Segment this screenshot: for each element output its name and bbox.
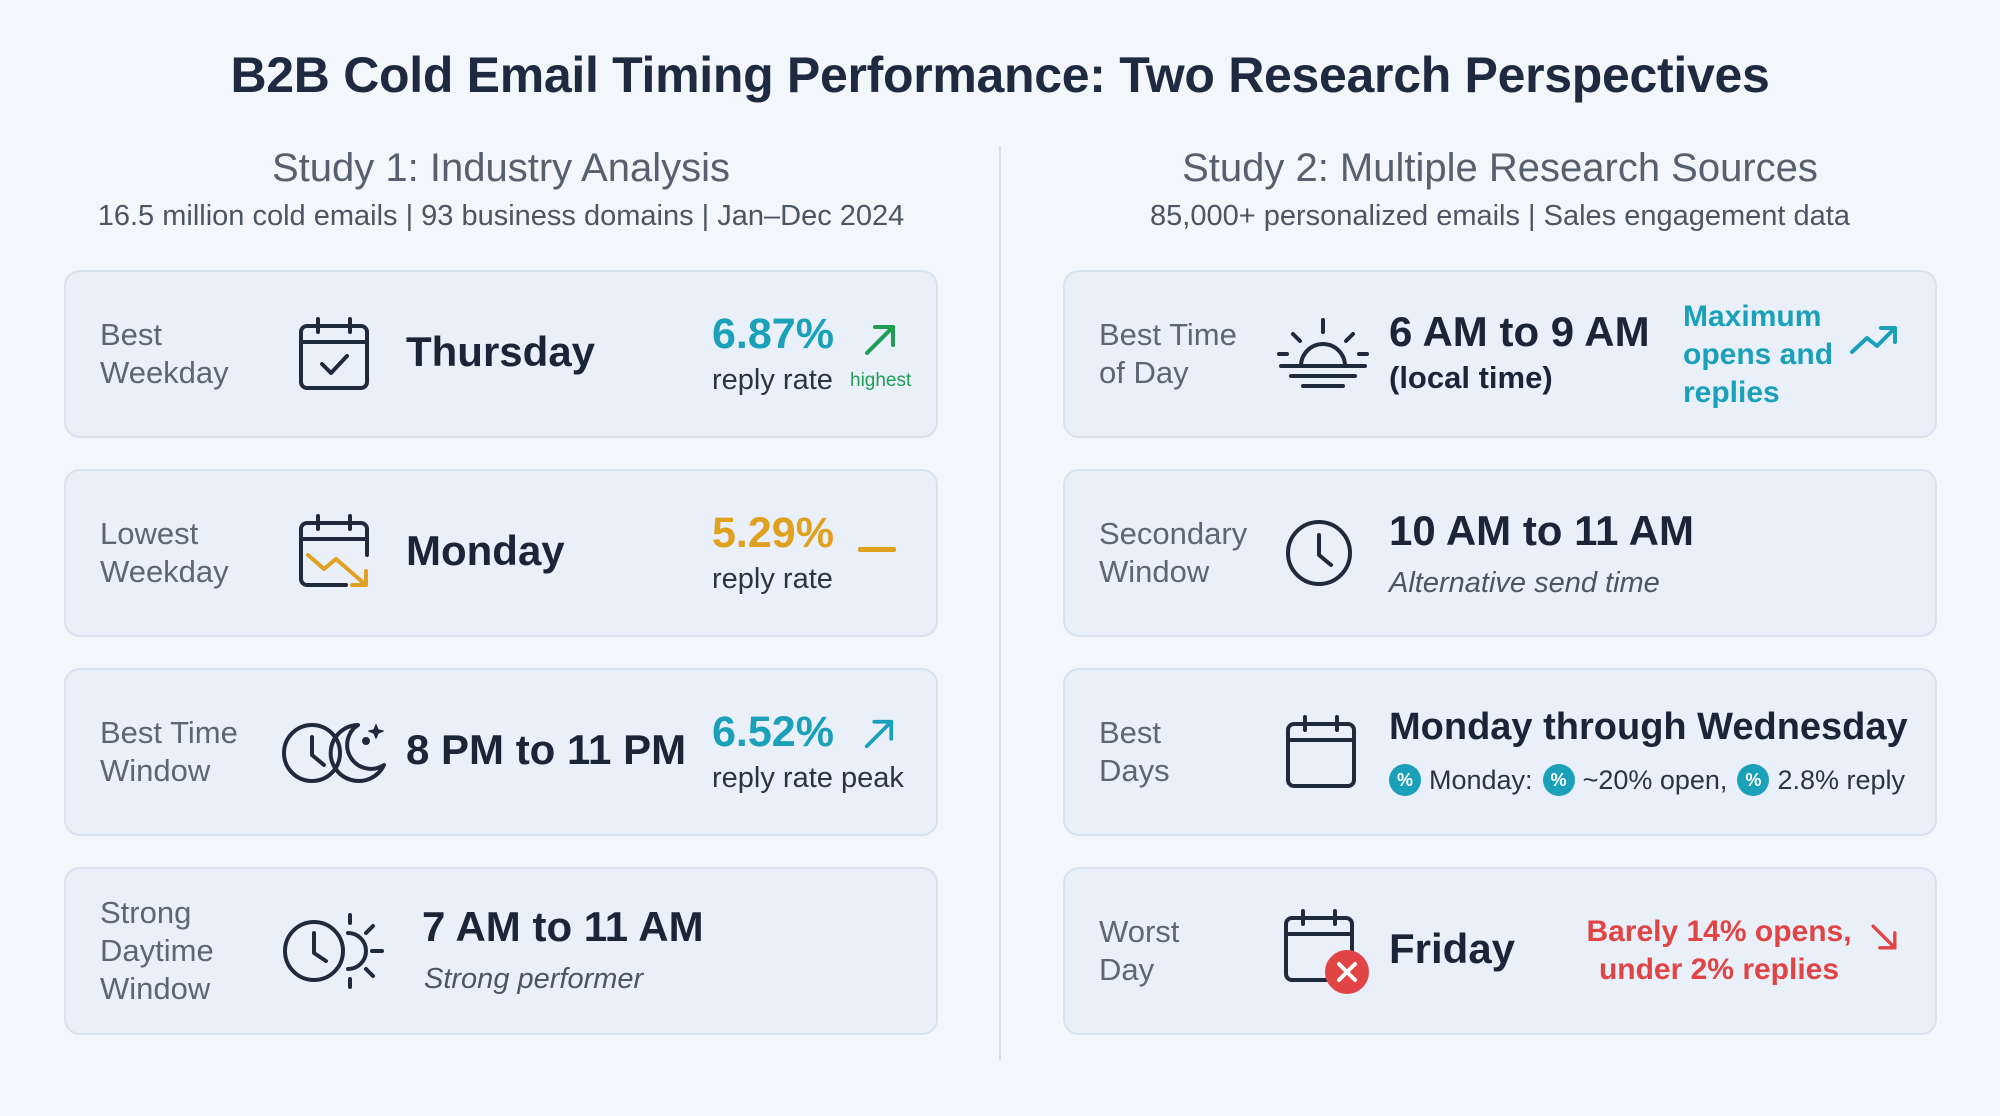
card-label: Best Days xyxy=(1099,715,1170,788)
calendar-icon xyxy=(1283,714,1359,790)
card-value: 10 AM to 11 AM xyxy=(1389,507,1694,554)
card-label: Lowest Weekday xyxy=(100,516,229,589)
study1-card-lowest-weekday: Lowest Weekday Monday 5.29% reply rate xyxy=(64,469,938,637)
badge-text: ~20% open, xyxy=(1582,764,1728,795)
study2-card-best-days: Best Days Monday through Wednesday % Mon… xyxy=(1063,668,1937,836)
study1-card-best-weekday: Best Weekday Thursday 6.87% reply rate h… xyxy=(64,270,938,438)
page-title: B2B Cold Email Timing Performance: Two R… xyxy=(230,47,1770,103)
study2-subtitle: 85,000+ personalized emails | Sales enga… xyxy=(1150,200,1850,232)
calendar-trend-down-icon xyxy=(296,513,376,593)
card-percent: 6.52% xyxy=(712,708,834,756)
card-subtext: Strong performer xyxy=(424,963,644,995)
card-label: Secondary Window xyxy=(1099,516,1248,589)
card-percent-label: reply rate xyxy=(712,364,833,396)
badge-row: % Monday: % ~20% open, % 2.8% reply xyxy=(1389,764,1915,796)
calendar-x-icon xyxy=(1281,908,1371,994)
card-value: Friday xyxy=(1389,925,1516,972)
card-note: highest xyxy=(850,370,912,391)
study2-card-worst-day: Worst Day Friday Barely 14% opens, under… xyxy=(1063,867,1937,1035)
badge-text: 2.8% reply xyxy=(1777,764,1906,795)
study1-title: Study 1: Industry Analysis xyxy=(271,146,730,190)
up-arrow-icon xyxy=(862,322,898,358)
card-label: Best Weekday xyxy=(100,317,229,390)
study2-card-secondary-window: Secondary Window 10 AM to 11 AM Alternat… xyxy=(1063,469,1937,637)
card-percent: 5.29% xyxy=(712,509,834,557)
card-label: Strong Daytime Window xyxy=(100,895,214,1006)
study1-subtitle: 16.5 million cold emails | 93 business d… xyxy=(97,200,905,232)
sunrise-icon xyxy=(1275,316,1371,392)
card-label: Best Time of Day xyxy=(1099,317,1237,390)
card-value: 7 AM to 11 AM xyxy=(422,903,704,950)
calendar-check-icon xyxy=(296,316,372,392)
card-note: Maximum opens and replies xyxy=(1683,300,1834,409)
down-arrow-icon xyxy=(1869,922,1899,952)
study1-card-best-time-window: Best Time Window 8 PM to 11 PM 6.52% rep… xyxy=(64,668,938,836)
card-percent: 6.87% xyxy=(712,310,834,358)
card-value: 6 AM to 9 AM xyxy=(1389,308,1650,355)
clock-sun-icon xyxy=(280,911,390,991)
percent-badge-icon: % xyxy=(1389,764,1421,796)
card-value: 8 PM to 11 PM xyxy=(406,726,687,773)
study2-card-best-time-of-day: Best Time of Day 6 AM to 9 AM (local tim… xyxy=(1063,270,1937,438)
card-label: Best Time Window xyxy=(100,715,238,788)
card-value: Thursday xyxy=(406,328,596,375)
column-divider xyxy=(999,146,1001,1060)
card-value: Monday xyxy=(406,527,565,574)
card-value: Monday through Wednesday xyxy=(1389,706,1908,748)
study1-card-strong-daytime-window: Strong Daytime Window 7 AM to 11 AM Stro… xyxy=(64,867,938,1035)
clock-moon-icon xyxy=(280,717,390,787)
percent-badge-icon: % xyxy=(1542,764,1575,796)
card-percent-label: reply rate peak xyxy=(712,762,904,794)
study2-title: Study 2: Multiple Research Sources xyxy=(1182,146,1818,190)
card-percent-label: reply rate xyxy=(712,563,833,595)
up-arrow-icon xyxy=(862,717,896,751)
percent-badge-icon: % xyxy=(1737,764,1770,796)
dash-icon xyxy=(858,547,896,555)
badge-text: Monday: xyxy=(1429,764,1533,795)
card-note: Barely 14% opens, under 2% replies xyxy=(1586,915,1852,986)
card-subtext: (local time) xyxy=(1389,360,1553,395)
clock-icon xyxy=(1283,517,1355,589)
card-label: Worst Day xyxy=(1099,914,1180,987)
trending-up-icon xyxy=(1849,324,1899,356)
card-subtext: Alternative send time xyxy=(1389,567,1660,599)
